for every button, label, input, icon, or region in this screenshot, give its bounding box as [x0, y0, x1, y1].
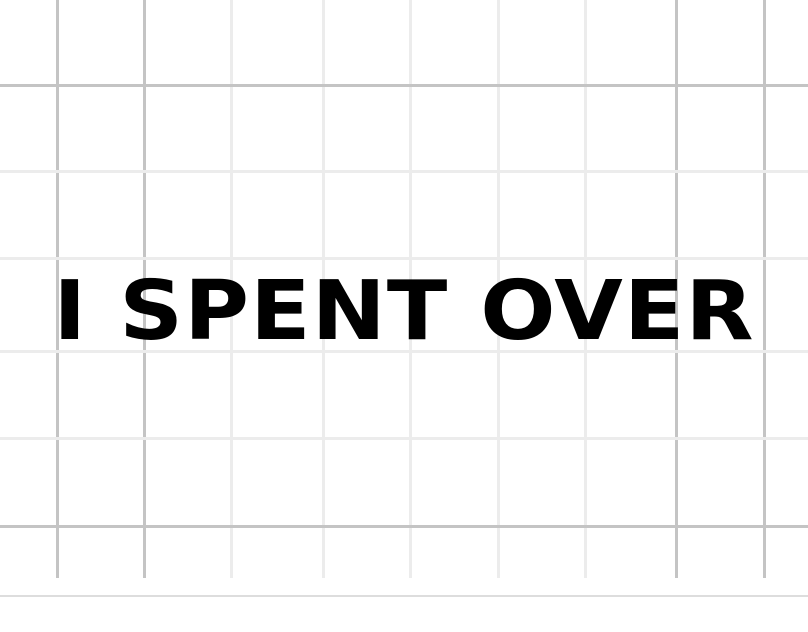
grid-line-horizontal — [0, 170, 808, 173]
grid-line-vertical — [143, 0, 146, 578]
grid-line-vertical — [497, 0, 500, 578]
grid-line-horizontal — [0, 437, 808, 440]
grid-line-horizontal — [0, 84, 808, 87]
grid-line-vertical — [584, 0, 587, 578]
grid-line-vertical — [56, 0, 59, 578]
headline-text: I SPENT OVER — [53, 264, 755, 359]
grid-line-vertical — [322, 0, 325, 578]
grid-line-horizontal — [0, 350, 808, 353]
grid-line-vertical — [409, 0, 412, 578]
bottom-band — [0, 578, 808, 632]
grid-line-vertical — [763, 0, 766, 578]
grid-line-vertical — [230, 0, 233, 578]
bottom-divider — [0, 595, 808, 597]
grid-line-horizontal — [0, 525, 808, 528]
grid-line-horizontal — [0, 257, 808, 260]
grid-line-vertical — [675, 0, 678, 578]
